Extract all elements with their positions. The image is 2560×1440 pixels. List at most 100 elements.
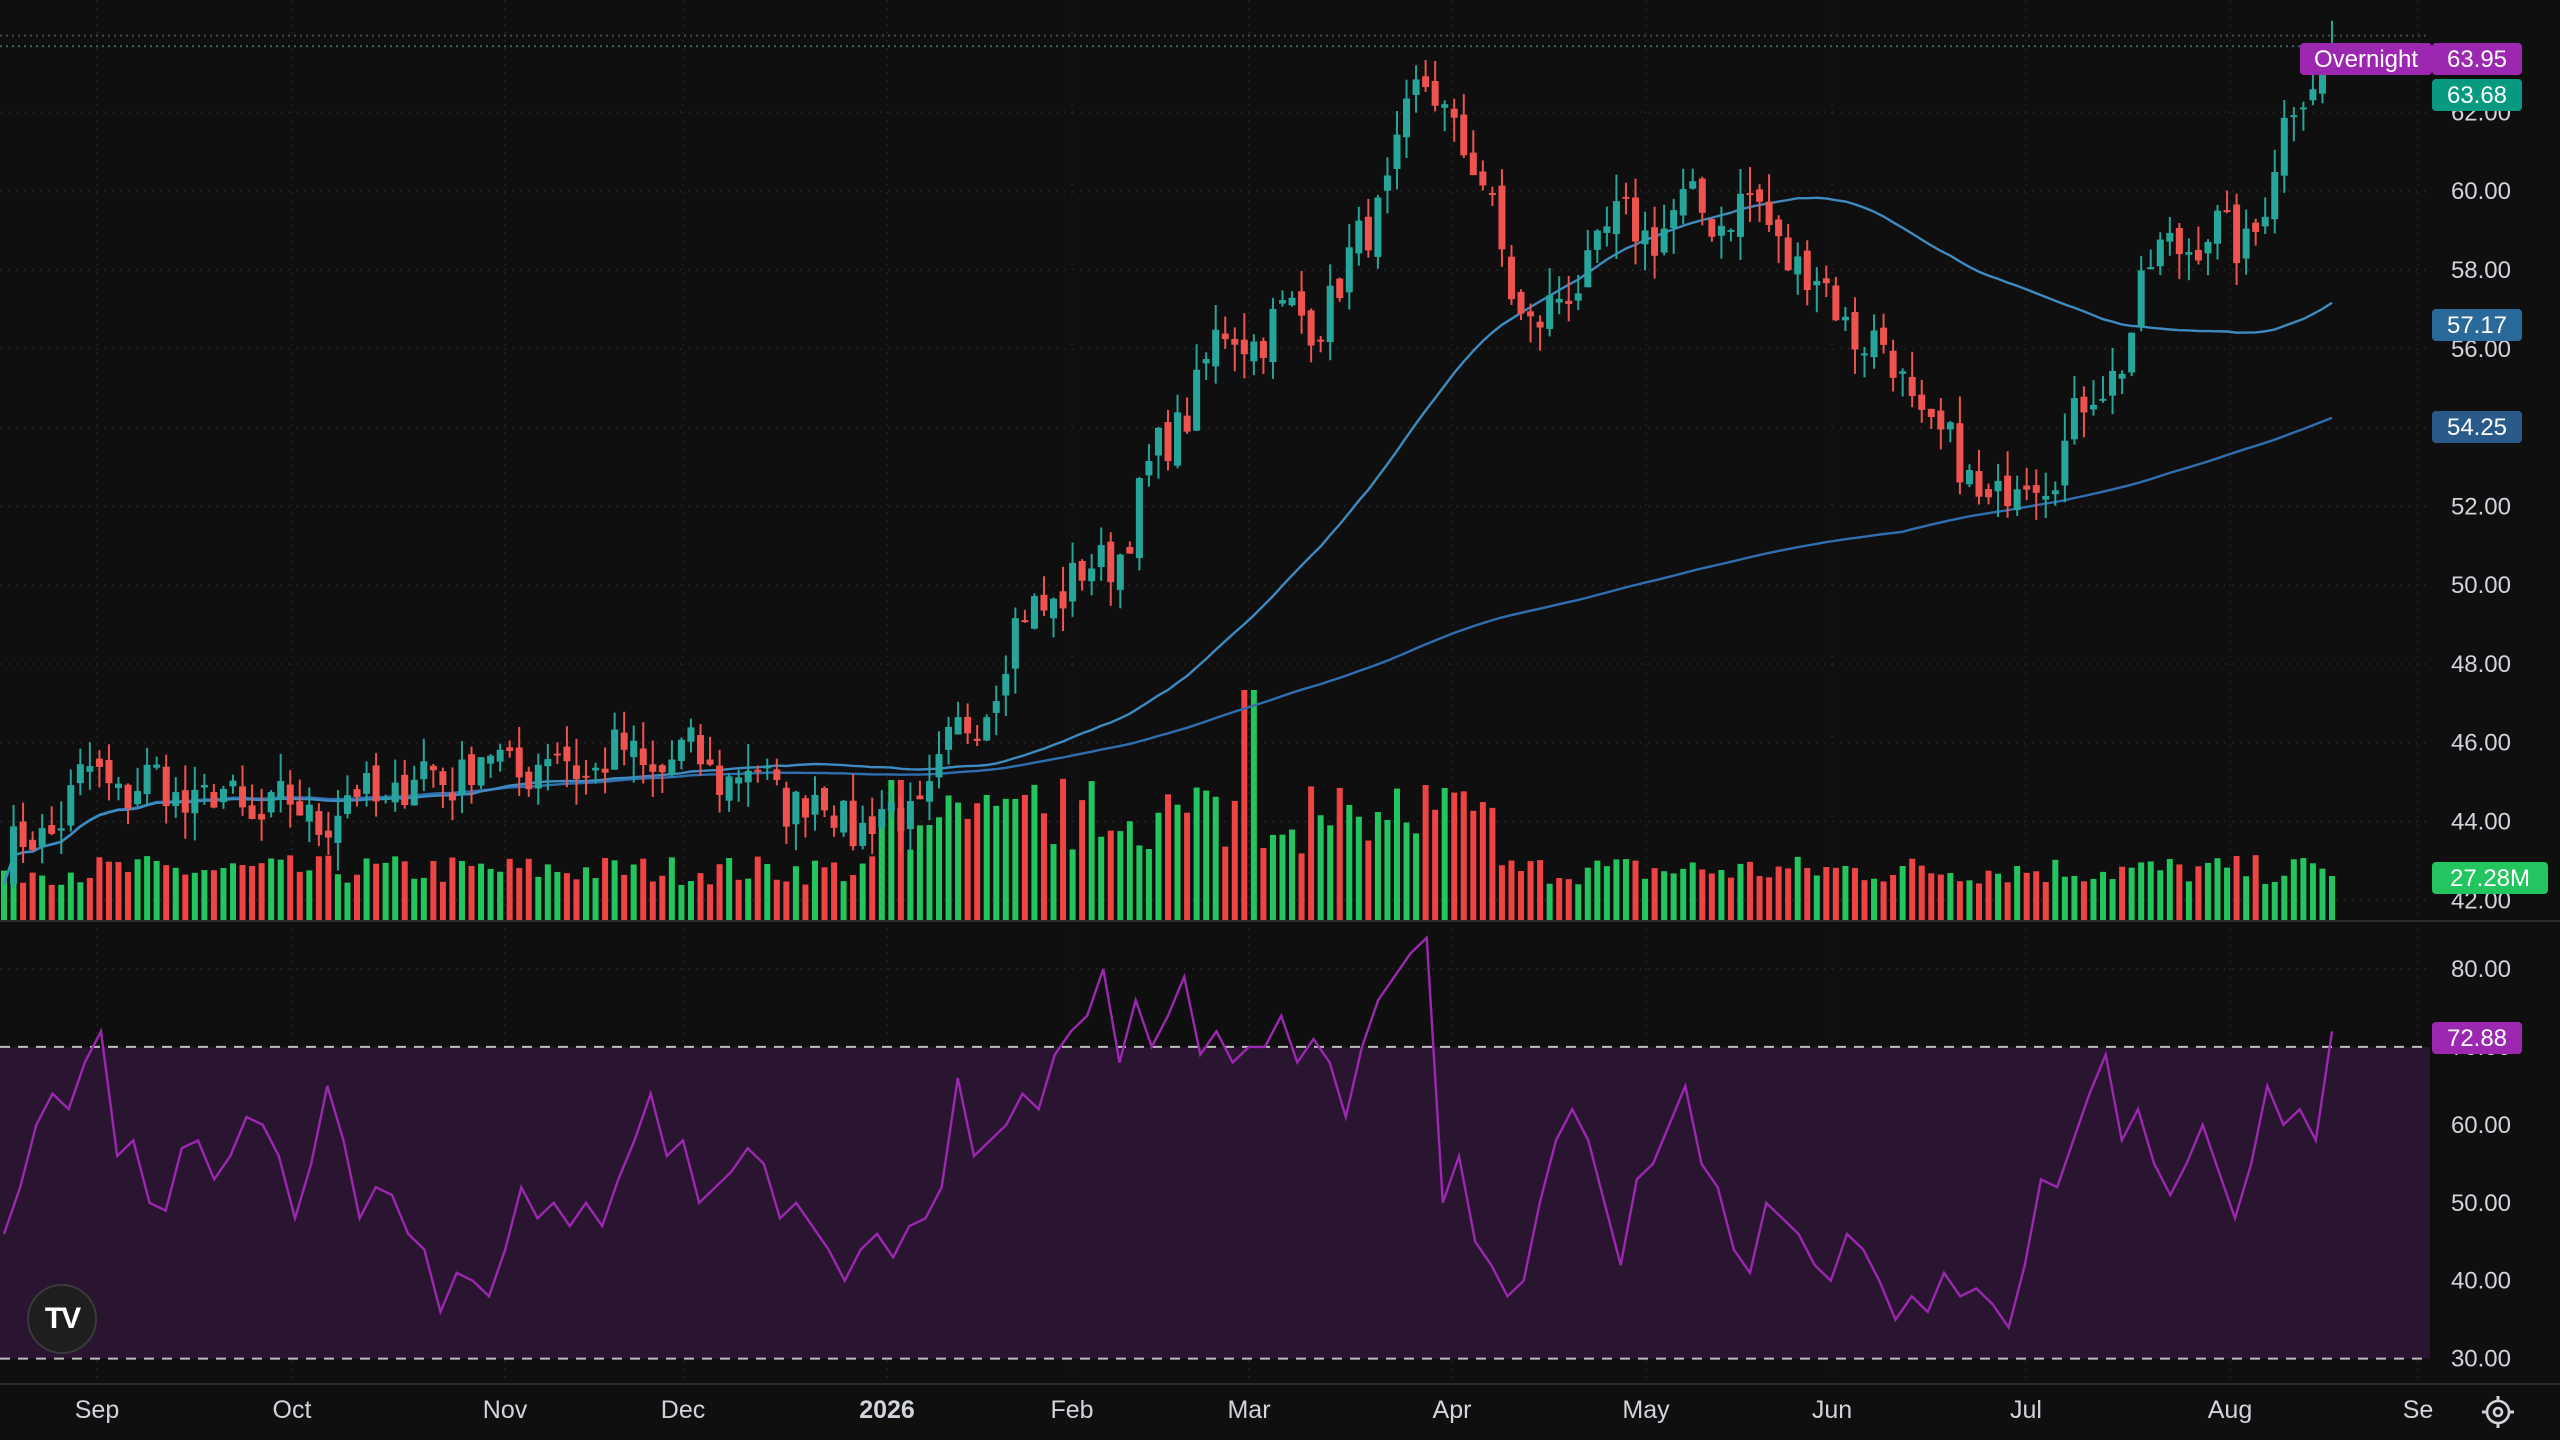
volume-bar <box>563 873 570 920</box>
volume-bar <box>382 862 389 920</box>
volume-bar <box>993 805 1000 920</box>
volume-bar <box>1393 788 1400 920</box>
volume-bar <box>2243 876 2250 920</box>
candle-body <box>1822 278 1830 284</box>
candle-body <box>1002 673 1010 696</box>
candle-body <box>410 779 418 806</box>
candle-body <box>2309 89 2317 101</box>
candle-body <box>2280 117 2288 176</box>
candle-body <box>849 800 857 847</box>
rsi-axis-label: 40.00 <box>2451 1268 2511 1295</box>
tradingview-logo[interactable]: TV <box>27 1284 97 1354</box>
candle-body <box>821 788 829 811</box>
volume-bar <box>1451 792 1458 920</box>
volume-bar <box>525 858 532 920</box>
candle-body <box>649 764 657 772</box>
volume-bar <box>735 879 742 920</box>
volume-bar <box>1432 809 1439 920</box>
volume-bar <box>1718 870 1725 920</box>
volume-bar <box>1575 884 1582 920</box>
volume-bar <box>1537 860 1544 920</box>
rsi-line <box>2 935 2334 1331</box>
candle-body <box>181 790 189 813</box>
volume-bar <box>487 868 494 920</box>
gear-icon[interactable] <box>2480 1394 2516 1430</box>
candle-body <box>477 757 485 786</box>
rsi-axis-label: 30.00 <box>2451 1346 2511 1373</box>
candle-body <box>239 786 247 808</box>
volume-bar <box>592 878 599 920</box>
candle-body <box>286 784 294 805</box>
volume-bar <box>2090 878 2097 920</box>
candle-body <box>687 727 695 742</box>
candle-body <box>1107 541 1115 583</box>
candle-body <box>964 716 972 734</box>
candle-body <box>162 766 170 807</box>
candle-body <box>420 761 428 780</box>
volume-bar <box>1222 846 1229 920</box>
candle-body <box>1765 201 1773 226</box>
candle-body <box>1326 285 1334 343</box>
volume-bar <box>1556 878 1563 920</box>
volume-bar <box>2309 863 2316 920</box>
price-axis-label: 46.00 <box>2451 730 2511 757</box>
pane-separators <box>0 920 2560 1385</box>
candle-body <box>935 754 943 778</box>
volume-bar <box>2071 875 2078 920</box>
candle-body <box>1908 376 1916 397</box>
candle-body <box>954 717 962 735</box>
volume-bar <box>1727 877 1734 920</box>
candle-body <box>840 800 848 833</box>
candle-body <box>2099 398 2107 401</box>
candle-body <box>2185 252 2193 255</box>
volume-bar <box>1613 859 1620 920</box>
volume-bar <box>20 882 27 920</box>
candle-body <box>2061 440 2069 486</box>
candle-body <box>1393 134 1401 169</box>
volume-bar <box>945 795 952 920</box>
rsi-axis-label: 60.00 <box>2451 1112 2511 1139</box>
candle-body <box>878 809 886 828</box>
candle-body <box>248 805 256 819</box>
volume-bar <box>2138 862 2145 920</box>
volume-bar <box>2176 864 2183 920</box>
volume-bar <box>1470 810 1477 920</box>
volume-bar <box>1489 807 1496 920</box>
candle-body <box>754 769 762 772</box>
logo-text: TV <box>44 1302 81 1335</box>
candle-body <box>1746 193 1754 196</box>
candle-body <box>48 825 56 834</box>
candle-body <box>1469 152 1477 176</box>
volume-bar <box>1794 856 1801 920</box>
volume-bar <box>649 881 656 920</box>
candle-body <box>1374 197 1382 257</box>
candle-body <box>1927 408 1935 418</box>
volume-bar <box>1594 860 1601 920</box>
candle-body <box>2242 228 2250 259</box>
candle-body <box>1183 415 1191 432</box>
candle-body <box>601 768 609 773</box>
candle-body <box>277 781 285 800</box>
volume-bar <box>105 861 112 920</box>
candle-body <box>2032 485 2040 493</box>
volume-bar <box>2109 879 2116 920</box>
candle-body <box>315 811 323 835</box>
volume-bar <box>583 867 589 920</box>
volume-bar <box>1126 821 1133 920</box>
volume-bar <box>1737 863 1744 920</box>
candle-body <box>448 792 456 801</box>
volume-bar <box>974 803 981 920</box>
volume-bar <box>1527 861 1534 920</box>
time-axis-label: Aug <box>2208 1396 2252 1424</box>
time-axis: Sep Oct Nov Dec 2026 Feb Mar Apr May Jun Jul Aug Se <box>75 1396 2434 1424</box>
volume-bar <box>2004 882 2011 920</box>
volume-bar <box>1174 804 1181 920</box>
price-axis-label: 50.00 <box>2451 572 2511 599</box>
volume-bar <box>955 802 962 920</box>
candle-body <box>267 792 275 813</box>
candle-body <box>219 788 227 803</box>
volume-bar <box>1107 830 1114 920</box>
volume-bar <box>850 875 857 920</box>
volume-bar <box>859 863 866 920</box>
